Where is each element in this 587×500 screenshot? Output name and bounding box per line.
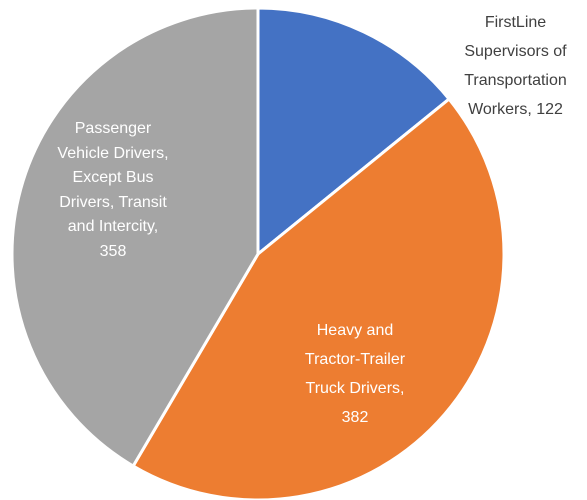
- value-label: 358: [99, 242, 127, 260]
- pie-slice: [10, 6, 260, 469]
- data-label: Passenger Vehicle Drivers, Except Bus Dr…: [57, 117, 169, 264]
- category-label: FirstLine Supervisors of Transportation …: [464, 14, 567, 118]
- category-label: Heavy and Tractor-Trailer Truck Drivers,: [304, 322, 406, 397]
- data-label: Heavy and Tractor-Trailer Truck Drivers,…: [292, 316, 418, 432]
- data-label: FirstLine Supervisors of Transportation …: [448, 8, 583, 124]
- value-label: 382: [341, 409, 369, 426]
- pie-slice: [256, 6, 452, 258]
- pie-slice: [131, 96, 506, 500]
- category-label: Passenger Vehicle Drivers, Except Bus Dr…: [57, 120, 169, 235]
- value-label: 122: [536, 101, 563, 118]
